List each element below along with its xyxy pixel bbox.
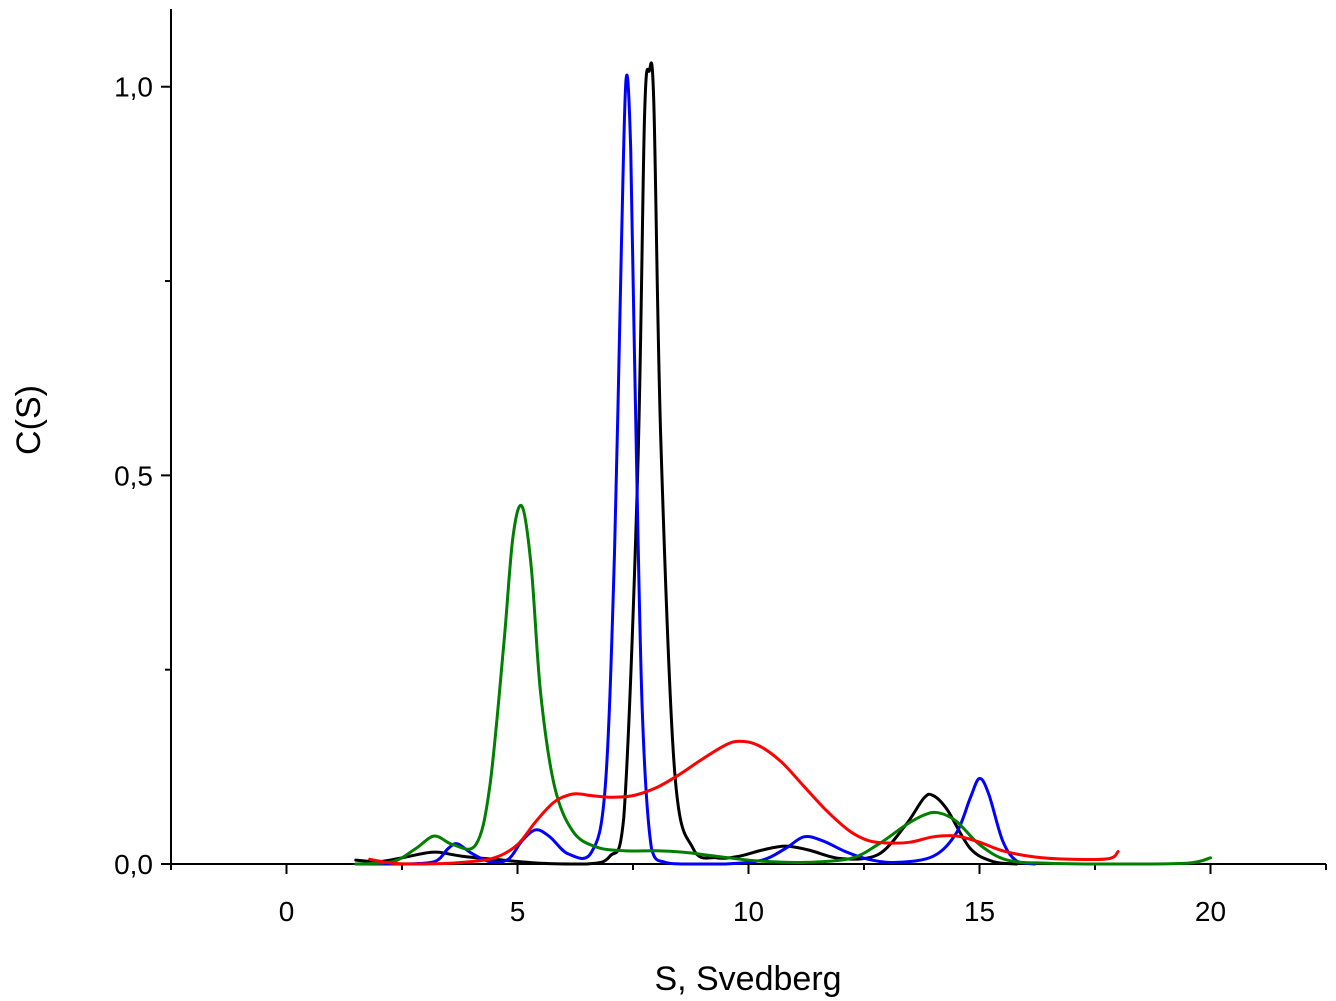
x-axis-title: S, Svedberg bbox=[654, 960, 841, 998]
x-tick-label: 5 bbox=[510, 896, 526, 927]
series bbox=[354, 61, 1212, 866]
series-line-2 bbox=[354, 73, 1037, 866]
y-axis-title: C(S) bbox=[10, 385, 48, 455]
series-line-1 bbox=[354, 61, 1018, 866]
y-tick-label: 0,0 bbox=[114, 849, 153, 880]
axes bbox=[170, 9, 1326, 865]
x-tick-label: 0 bbox=[279, 896, 295, 927]
series-line-4 bbox=[368, 739, 1120, 866]
x-tick-label: 20 bbox=[1195, 896, 1226, 927]
y-tick-label: 1,0 bbox=[114, 72, 153, 103]
y-tick-label: 0,5 bbox=[114, 460, 153, 491]
x-tick-label: 10 bbox=[733, 896, 764, 927]
series-line-3 bbox=[354, 503, 1212, 866]
x-tick-label: 15 bbox=[964, 896, 995, 927]
ticks: 0 5 10 15 20 0,0 0,5 1,0 bbox=[114, 72, 1327, 927]
